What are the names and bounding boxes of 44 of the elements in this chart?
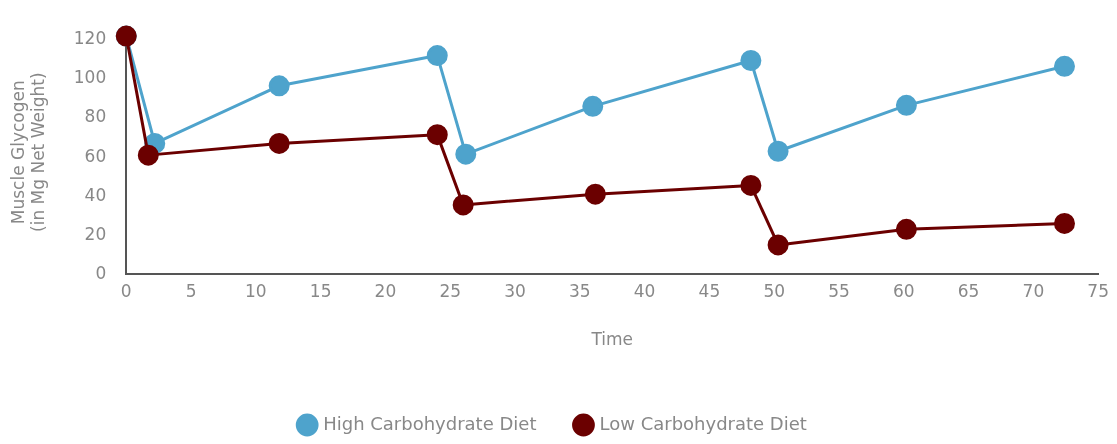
point — [452, 194, 474, 216]
y-axis-title: Muscle Glycogen (in Mg Net Weight) — [7, 72, 49, 232]
x-tick-label: 55 — [828, 280, 850, 301]
point — [426, 124, 448, 146]
point — [268, 132, 290, 154]
point — [584, 183, 606, 205]
point — [582, 95, 604, 117]
point — [1053, 212, 1075, 234]
x-tick-label: 65 — [957, 280, 980, 301]
x-tick-label: 20 — [374, 280, 397, 301]
y-tick-label: 20 — [84, 223, 107, 244]
x-tick-label: 10 — [245, 280, 267, 301]
x-tick-label: 50 — [763, 280, 786, 301]
point — [740, 49, 762, 71]
y-tick-label: 60 — [84, 145, 107, 166]
point — [268, 75, 290, 97]
x-tick-label: 15 — [309, 280, 332, 301]
x-tick-label: 40 — [633, 280, 656, 301]
point — [740, 174, 762, 196]
point — [455, 143, 477, 165]
y-tick-label: 80 — [84, 106, 107, 127]
x-tick-label: 60 — [892, 280, 915, 301]
x-tick-label: 5 — [185, 280, 197, 301]
point — [895, 94, 917, 116]
point — [767, 140, 789, 162]
y-tick-label: 0 — [95, 262, 107, 283]
x-tick-label: 0 — [120, 280, 132, 301]
point — [137, 144, 159, 166]
y-tick-label: 100 — [73, 67, 107, 88]
x-tick-label: 30 — [504, 280, 526, 301]
y-tick-label: 40 — [84, 184, 107, 205]
legend-label: High Carbohydrate Diet — [323, 412, 537, 434]
y-tick-label: 120 — [73, 28, 107, 49]
x-axis-title: Time — [590, 329, 634, 350]
point — [1053, 55, 1075, 77]
legend-label: Low Carbohydrate Diet — [599, 412, 807, 434]
x-tick-label: 35 — [569, 280, 591, 301]
point — [426, 45, 448, 67]
x-tick-label: 75 — [1087, 280, 1109, 301]
x-tick-label: 25 — [439, 280, 462, 301]
point — [895, 218, 917, 240]
point — [767, 234, 789, 256]
x-tick-label: 70 — [1022, 280, 1045, 301]
x-tick-label: 45 — [698, 280, 721, 301]
